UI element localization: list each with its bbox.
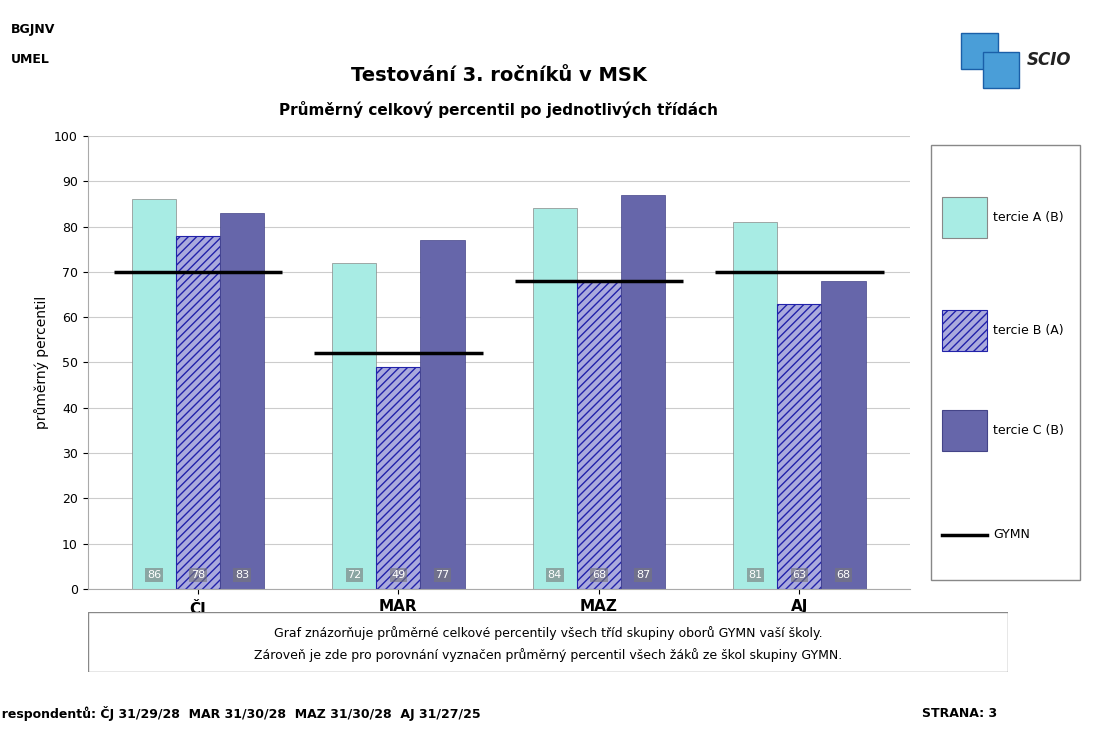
Text: Zároveň je zde pro porovnání vyznačen průměrný percentil všech žáků ze škol skup: Zároveň je zde pro porovnání vyznačen pr… <box>254 648 842 662</box>
Text: UMEL: UMEL <box>11 53 49 66</box>
Text: 68: 68 <box>592 570 606 580</box>
Bar <box>822 281 866 589</box>
FancyBboxPatch shape <box>941 410 986 451</box>
FancyBboxPatch shape <box>88 612 1008 672</box>
Bar <box>961 33 997 69</box>
Text: 86: 86 <box>147 570 161 580</box>
Bar <box>220 213 264 589</box>
Y-axis label: průměrný percentil: průměrný percentil <box>34 296 48 429</box>
Bar <box>777 304 822 589</box>
Text: 83: 83 <box>235 570 249 580</box>
Text: STRANA: 3: STRANA: 3 <box>922 707 997 720</box>
Text: 63: 63 <box>792 570 807 580</box>
Text: 49: 49 <box>391 570 406 580</box>
Bar <box>983 52 1019 88</box>
Text: Průměrný celkový percentil po jednotlivých třídách: Průměrný celkový percentil po jednotlivý… <box>279 101 718 118</box>
Bar <box>132 199 175 589</box>
Bar <box>175 236 220 589</box>
Text: 78: 78 <box>191 570 205 580</box>
FancyBboxPatch shape <box>941 197 986 238</box>
Text: 81: 81 <box>749 570 763 580</box>
Text: Testování 3. ročníků v MSK: Testování 3. ročníků v MSK <box>351 66 647 85</box>
Text: GYMN: GYMN <box>993 528 1030 541</box>
Text: 77: 77 <box>435 570 449 580</box>
Text: Počet respondentů: ČJ 31/29/28  MAR 31/30/28  MAZ 31/30/28  AJ 31/27/25: Počet respondentů: ČJ 31/29/28 MAR 31/30… <box>0 706 480 721</box>
Bar <box>421 240 465 589</box>
Text: 84: 84 <box>548 570 562 580</box>
Bar <box>621 195 665 589</box>
Text: SCIO: SCIO <box>1027 51 1071 69</box>
Text: Graf znázorňuje průměrné celkové percentily všech tříd skupiny oborů GYMN vaší š: Graf znázorňuje průměrné celkové percent… <box>274 626 822 639</box>
Bar <box>376 367 421 589</box>
FancyBboxPatch shape <box>941 310 986 351</box>
Bar <box>533 208 576 589</box>
Text: tercie A (B): tercie A (B) <box>993 211 1063 224</box>
Text: BGJNV: BGJNV <box>11 23 55 35</box>
Bar <box>733 222 777 589</box>
Text: tercie C (B): tercie C (B) <box>993 424 1064 437</box>
Text: 68: 68 <box>836 570 850 580</box>
Text: tercie B (A): tercie B (A) <box>993 324 1063 337</box>
Bar <box>576 281 621 589</box>
Text: 72: 72 <box>347 570 362 580</box>
Bar <box>332 263 376 589</box>
Text: 87: 87 <box>636 570 650 580</box>
FancyBboxPatch shape <box>931 145 1081 580</box>
